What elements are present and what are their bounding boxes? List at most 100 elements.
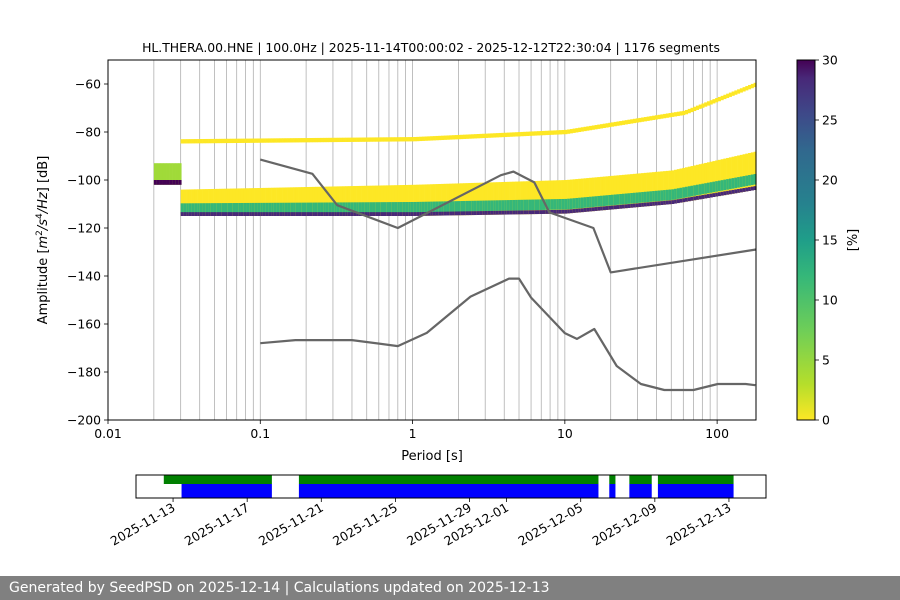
density-cell: [410, 137, 414, 142]
availability-segment: [609, 475, 616, 484]
density-cell: [517, 181, 521, 215]
density-cell: [430, 201, 434, 213]
density-cell: [567, 209, 571, 214]
density-cell: [328, 212, 332, 216]
density-cell: [229, 203, 234, 214]
density-cell: [660, 201, 664, 205]
density-cell: [317, 202, 321, 214]
colorbar-tick-label: 0: [822, 413, 830, 428]
density-cell: [257, 202, 261, 214]
density-cell: [663, 200, 667, 205]
density-cell: [512, 181, 516, 215]
density-cell: [682, 110, 686, 116]
density-cell: [180, 139, 184, 144]
density-cell: [465, 183, 469, 216]
density-cell: [408, 184, 412, 216]
density-cell: [720, 95, 724, 101]
density-cell: [611, 175, 615, 210]
processed-segment: [181, 484, 272, 498]
density-cell: [657, 171, 661, 206]
density-cell: [490, 133, 494, 138]
density-cell: [561, 209, 565, 214]
colorbar-tick-label: 20: [822, 173, 838, 188]
timeline-frame: [135, 474, 767, 499]
density-cell: [399, 212, 403, 216]
density-cell: [660, 190, 664, 201]
colorbar-tick-label: 10: [822, 293, 838, 308]
density-cell: [652, 115, 656, 121]
density-cell: [594, 177, 598, 211]
density-cell: [731, 189, 735, 194]
density-cell: [695, 105, 700, 110]
density-cell: [265, 212, 269, 216]
density-cell: [504, 181, 508, 215]
density-cell: [188, 139, 192, 144]
density-cell: [572, 209, 576, 213]
density-cell: [219, 212, 223, 216]
density-cell: [224, 138, 228, 144]
density-cell: [564, 180, 568, 214]
density-cell: [452, 211, 456, 216]
density-cell: [413, 184, 417, 216]
density-cell: [621, 193, 626, 205]
density-cell: [591, 196, 595, 208]
density-cell: [334, 212, 338, 216]
density-cell: [748, 175, 752, 186]
density-cell: [748, 187, 752, 191]
density-cell: [742, 188, 746, 192]
density-cell: [498, 132, 502, 138]
density-cell: [490, 210, 494, 215]
density-cell: [232, 188, 236, 216]
density-cell: [490, 200, 494, 211]
density-cell: [649, 172, 653, 206]
density-cell: [591, 207, 595, 212]
density-cell: [654, 115, 658, 120]
density-cell: [213, 203, 217, 214]
density-cell: [432, 211, 436, 216]
density-cell: [583, 197, 587, 208]
density-cell: [372, 185, 376, 216]
density-cell: [580, 197, 584, 209]
density-cell: [334, 186, 338, 216]
density-cell: [723, 158, 727, 196]
density-cell: [608, 205, 612, 210]
density-cell: [501, 182, 505, 215]
density-cell: [388, 212, 393, 216]
density-cell: [652, 172, 656, 206]
density-cell: [556, 209, 560, 214]
density-cell: [342, 186, 346, 216]
density-cell: [624, 120, 628, 125]
density-cell: [452, 135, 456, 140]
density-cell: [536, 210, 541, 215]
density-cell: [424, 136, 428, 141]
grid-lines: [153, 60, 718, 420]
density-cell: [641, 117, 645, 122]
density-cell: [178, 180, 182, 185]
density-cell: [432, 201, 436, 213]
density-cell: [251, 188, 255, 216]
density-cell: [473, 182, 477, 216]
density-cell: [550, 180, 554, 214]
density-cell: [605, 123, 609, 128]
density-cell: [523, 131, 527, 137]
density-cell: [547, 180, 552, 214]
density-cell: [726, 157, 730, 195]
density-cell: [229, 138, 234, 144]
density-cell: [430, 184, 434, 216]
colorbar-tick-label: 15: [822, 233, 838, 248]
density-cell: [172, 163, 176, 185]
density-cell: [191, 189, 195, 216]
density-cell: [183, 139, 187, 144]
density-cell: [391, 202, 395, 213]
density-cell: [186, 212, 190, 216]
density-cell: [484, 182, 488, 215]
density-cell: [685, 197, 689, 202]
density-cell: [199, 139, 203, 144]
density-cell: [169, 180, 173, 185]
density-cell: [646, 191, 650, 203]
density-cell: [720, 159, 724, 196]
density-cell: [495, 210, 499, 215]
density-cell: [600, 124, 604, 129]
density-cell: [421, 184, 425, 216]
density-cell: [194, 139, 198, 144]
